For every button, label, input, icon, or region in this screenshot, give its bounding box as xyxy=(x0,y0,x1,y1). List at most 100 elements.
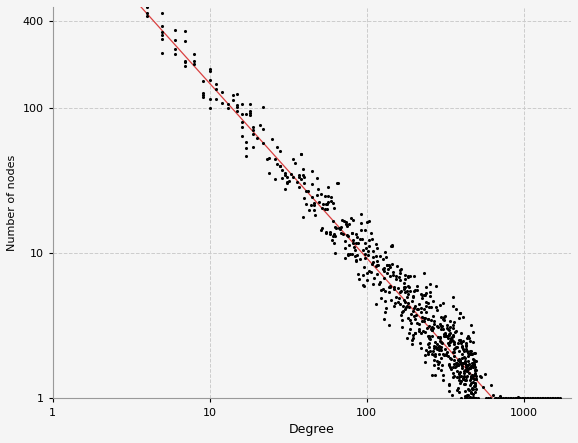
Point xyxy=(454,374,463,381)
Point xyxy=(427,317,436,324)
Point xyxy=(462,361,472,368)
Point xyxy=(444,388,454,395)
Point xyxy=(444,342,454,349)
Point xyxy=(524,395,533,402)
Point xyxy=(469,382,479,389)
Point xyxy=(414,328,424,335)
Point xyxy=(446,329,455,336)
Point xyxy=(380,308,389,315)
Point xyxy=(421,289,431,296)
Point xyxy=(344,221,354,228)
Point xyxy=(424,341,433,348)
Point xyxy=(466,395,476,402)
Point xyxy=(444,381,453,388)
Point xyxy=(241,110,250,117)
Point xyxy=(433,307,442,314)
Point xyxy=(344,242,354,249)
Point xyxy=(366,268,375,276)
Point xyxy=(384,322,394,329)
Point xyxy=(469,379,478,386)
Point xyxy=(415,339,424,346)
Point xyxy=(421,358,430,365)
Point xyxy=(390,285,399,292)
Point xyxy=(454,337,463,344)
Point xyxy=(469,375,478,382)
Point xyxy=(303,187,312,194)
Point xyxy=(323,201,332,208)
Point xyxy=(271,176,280,183)
Point xyxy=(301,201,310,208)
Point xyxy=(431,338,440,346)
Point xyxy=(405,303,414,311)
Point xyxy=(321,201,331,208)
Point xyxy=(354,275,364,282)
Point xyxy=(400,299,409,306)
Point xyxy=(320,206,329,213)
Point xyxy=(434,365,443,372)
Point xyxy=(527,395,536,402)
Y-axis label: Number of nodes: Number of nodes xyxy=(7,155,17,251)
Point xyxy=(466,379,476,386)
Point xyxy=(158,35,167,43)
Point xyxy=(371,300,380,307)
Point xyxy=(393,299,402,306)
Point xyxy=(428,333,437,340)
Point xyxy=(143,9,152,16)
Point xyxy=(378,265,387,272)
Point xyxy=(445,382,454,389)
Point xyxy=(471,386,480,393)
Point xyxy=(369,253,378,260)
Point xyxy=(362,269,371,276)
Point xyxy=(429,320,439,327)
Point xyxy=(417,291,426,298)
Point xyxy=(340,244,350,251)
Point xyxy=(379,265,388,272)
Point xyxy=(438,376,447,383)
Point xyxy=(443,322,452,329)
Point xyxy=(280,170,289,177)
Point xyxy=(425,280,435,287)
Point xyxy=(456,338,465,346)
Point xyxy=(435,351,444,358)
Point xyxy=(462,334,472,341)
Point xyxy=(454,361,463,369)
Point xyxy=(464,334,473,341)
Point xyxy=(444,330,454,338)
Point xyxy=(418,295,427,302)
Point xyxy=(438,372,447,379)
Point xyxy=(460,358,469,365)
Point xyxy=(373,262,383,269)
Point xyxy=(327,237,336,244)
Point xyxy=(424,333,433,340)
Point xyxy=(426,325,435,332)
Point xyxy=(430,344,439,351)
Point xyxy=(427,303,436,311)
Point xyxy=(458,343,467,350)
Point xyxy=(409,304,418,311)
Point xyxy=(465,351,475,358)
Point xyxy=(405,317,414,324)
Point xyxy=(343,233,353,240)
Point xyxy=(353,233,362,240)
Point xyxy=(398,316,407,323)
Point xyxy=(435,302,444,309)
Point xyxy=(515,395,524,402)
Point xyxy=(275,162,284,169)
Point xyxy=(513,394,523,401)
Point xyxy=(448,369,457,376)
Point xyxy=(477,373,486,380)
Point xyxy=(473,395,483,402)
Point xyxy=(451,344,461,351)
Point xyxy=(446,334,455,341)
Point xyxy=(533,395,543,402)
Point xyxy=(440,313,450,320)
Point xyxy=(472,395,481,402)
Point xyxy=(453,340,462,347)
Point xyxy=(298,214,307,221)
Point xyxy=(443,334,453,341)
Point xyxy=(364,248,373,255)
Point xyxy=(245,109,254,116)
Point xyxy=(435,333,444,340)
Point xyxy=(241,139,250,146)
Point xyxy=(461,374,470,381)
